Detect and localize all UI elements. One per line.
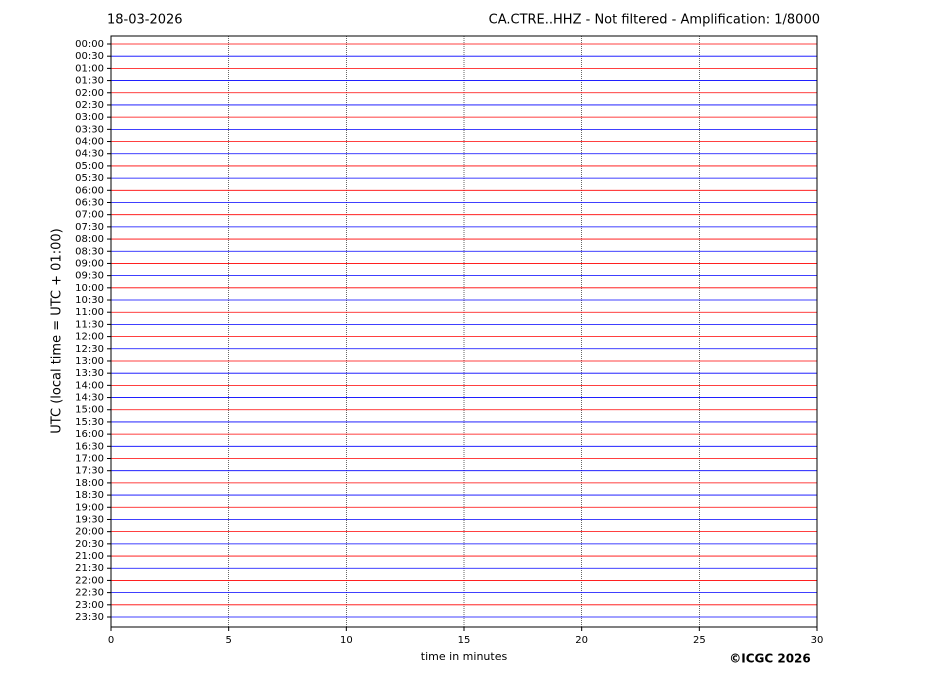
y-tick-label: 12:30	[75, 344, 104, 355]
y-tick-label: 11:00	[75, 307, 104, 318]
y-tick-label: 14:00	[75, 380, 104, 391]
y-tick-label: 17:00	[75, 454, 104, 465]
y-tick-label: 21:00	[75, 551, 104, 562]
x-tick-label: 20	[575, 635, 588, 646]
y-tick-label: 22:30	[75, 588, 104, 599]
x-tick-label: 15	[458, 635, 471, 646]
y-tick-label: 03:00	[75, 112, 104, 123]
y-tick-label: 13:30	[75, 368, 104, 379]
y-tick-label: 07:00	[75, 210, 104, 221]
y-tick-label: 11:30	[75, 319, 104, 330]
y-tick-label: 06:30	[75, 197, 104, 208]
y-tick-label: 17:30	[75, 466, 104, 477]
copyright: ©ICGC 2026	[729, 652, 811, 666]
y-tick-label: 01:00	[75, 63, 104, 74]
y-tick-label: 23:00	[75, 600, 104, 611]
y-tick-label: 06:00	[75, 185, 104, 196]
y-tick-label: 09:00	[75, 258, 104, 269]
y-tick-label: 12:00	[75, 332, 104, 343]
x-tick-label: 0	[108, 635, 114, 646]
chart-title: CA.CTRE..HHZ - Not filtered - Amplificat…	[489, 13, 820, 28]
y-tick-label: 09:30	[75, 271, 104, 282]
y-tick-label: 20:00	[75, 527, 104, 538]
y-tick-label: 10:30	[75, 295, 104, 306]
y-tick-label: 05:00	[75, 161, 104, 172]
plot-area	[111, 36, 817, 627]
y-tick-label: 08:00	[75, 234, 104, 245]
y-tick-label: 13:00	[75, 356, 104, 367]
date: 18-03-2026	[107, 13, 183, 28]
y-tick-label: 10:00	[75, 283, 104, 294]
y-tick-label: 02:00	[75, 88, 104, 99]
y-tick-label: 20:30	[75, 539, 104, 550]
y-tick-label: 14:30	[75, 393, 104, 404]
y-tick-label: 18:00	[75, 478, 104, 489]
y-tick-label: 15:00	[75, 405, 104, 416]
x-tick-label: 10	[340, 635, 353, 646]
x-tick-label: 25	[693, 635, 706, 646]
x-axis-label: time in minutes	[421, 650, 508, 663]
y-tick-label: 21:30	[75, 563, 104, 574]
x-tick-label: 5	[225, 635, 231, 646]
y-tick-label: 08:30	[75, 246, 104, 257]
y-tick-label: 05:30	[75, 173, 104, 184]
y-axis-label: UTC (local time = UTC + 01:00)	[50, 228, 65, 433]
y-tick-label: 00:00	[75, 39, 104, 50]
y-tick-label: 23:30	[75, 612, 104, 623]
y-tick-label: 18:30	[75, 490, 104, 501]
y-tick-label: 02:30	[75, 100, 104, 111]
y-tick-label: 16:00	[75, 429, 104, 440]
y-tick-label: 19:30	[75, 514, 104, 525]
y-tick-label: 22:00	[75, 575, 104, 586]
y-tick-label: 04:00	[75, 137, 104, 148]
y-tick-label: 16:30	[75, 441, 104, 452]
y-tick-label: 04:30	[75, 149, 104, 160]
y-tick-label: 07:30	[75, 222, 104, 233]
y-tick-label: 00:30	[75, 51, 104, 62]
y-tick-label: 19:00	[75, 502, 104, 513]
y-tick-label: 15:30	[75, 417, 104, 428]
y-tick-label: 01:30	[75, 76, 104, 87]
y-tick-label: 03:30	[75, 124, 104, 135]
x-tick-label: 30	[811, 635, 824, 646]
